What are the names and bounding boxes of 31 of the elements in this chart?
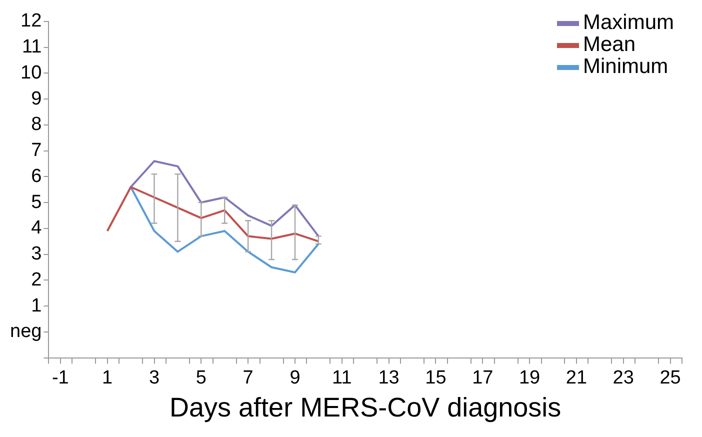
- x-tick-label: -1: [52, 367, 69, 388]
- y-tick-label: 3: [31, 244, 42, 265]
- x-tick-label: 1: [102, 367, 113, 388]
- y-tick-label: 2: [31, 269, 42, 290]
- y-tick-label: 11: [22, 36, 42, 58]
- y-tick-label: 10: [20, 62, 42, 84]
- x-tick-label: 23: [612, 367, 634, 388]
- y-tick-label: 8: [31, 114, 42, 136]
- x-tick-label: 9: [290, 367, 300, 388]
- x-tick-label: 13: [378, 367, 400, 388]
- y-tick-label: 7: [31, 140, 42, 162]
- x-tick-label: 7: [242, 367, 254, 388]
- y-tick-label: 12: [20, 10, 42, 32]
- x-tick-label: 25: [660, 367, 681, 388]
- y-tick-label: 9: [31, 88, 42, 110]
- x-tick-label: 5: [196, 367, 206, 388]
- legend-label: Mean: [582, 33, 636, 56]
- y-tick-label: 5: [31, 192, 42, 213]
- x-tick-label: 3: [148, 367, 160, 388]
- x-tick-label: 21: [566, 367, 588, 388]
- x-tick-label: 17: [472, 367, 494, 388]
- y-tick-label: 6: [31, 166, 42, 187]
- x-axis-title: Days after MERS-CoV diagnosis: [170, 392, 562, 422]
- y-tick-label: 1: [31, 295, 42, 316]
- legend-label: Minimum: [582, 55, 668, 78]
- y-tick-label: 4: [31, 218, 42, 239]
- legend-label: Maximum: [582, 11, 674, 34]
- x-tick-label: 11: [332, 367, 352, 388]
- x-tick-label: 15: [425, 367, 446, 388]
- x-tick-label: 19: [518, 367, 540, 388]
- y-tick-label: neg: [10, 321, 42, 342]
